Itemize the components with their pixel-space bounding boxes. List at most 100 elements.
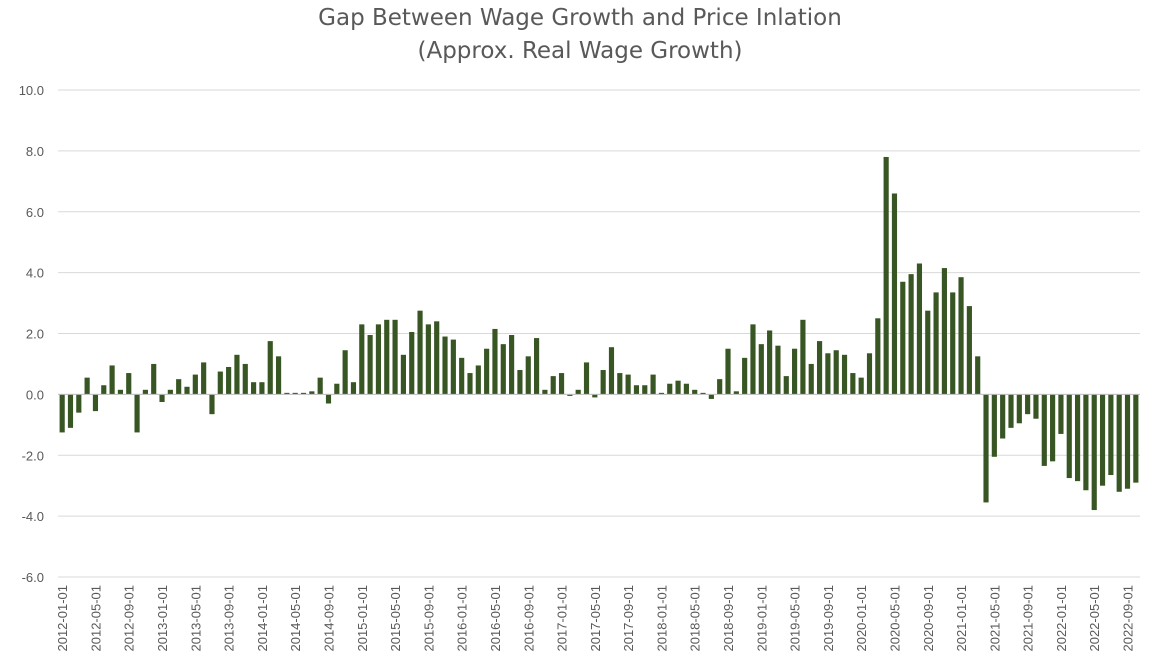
bar: [958, 277, 964, 395]
bar: [658, 392, 665, 395]
bar: [642, 385, 648, 395]
y-tick-label: 10.0: [19, 83, 44, 98]
bar: [251, 382, 257, 395]
x-tick-label: 2020-09-01: [921, 585, 936, 652]
bar: [991, 394, 997, 457]
bar: [492, 328, 498, 395]
bar: [67, 394, 74, 428]
x-tick-label: 2014-05-01: [288, 585, 303, 652]
bar: [334, 383, 340, 395]
bar: [484, 348, 490, 395]
bar: [151, 363, 157, 395]
chart-subtitle: (Approx. Real Wage Growth): [417, 38, 743, 64]
bar: [950, 292, 956, 395]
bar: [217, 371, 223, 395]
bar: [167, 389, 173, 395]
bar: [1116, 394, 1122, 492]
bar: [767, 330, 773, 395]
x-tick-label: 2016-01-01: [455, 585, 470, 652]
bar: [284, 392, 290, 395]
bar: [583, 362, 590, 395]
chart-title: Gap Between Wage Growth and Price Inlati…: [318, 5, 842, 31]
bar: [117, 389, 124, 395]
y-tick-label: 6.0: [26, 205, 44, 220]
bar: [367, 335, 373, 395]
bar: [292, 392, 298, 395]
bar: [392, 319, 398, 395]
bar: [792, 348, 798, 395]
y-tick-label: 2.0: [26, 327, 44, 342]
bar: [417, 310, 423, 395]
bar: [625, 374, 631, 395]
bar: [209, 394, 215, 415]
bar: [1074, 394, 1081, 482]
bar: [176, 379, 182, 395]
x-tick-label: 2016-05-01: [488, 585, 503, 652]
bar: [1124, 394, 1131, 489]
y-tick-label: 0.0: [26, 387, 44, 402]
bar: [500, 344, 506, 395]
bar: [517, 370, 523, 395]
bar: [683, 383, 689, 395]
bar: [983, 394, 989, 503]
bar: [750, 324, 756, 395]
bar: [966, 306, 972, 395]
bar: [975, 356, 981, 395]
bar: [808, 363, 814, 395]
y-tick-label: 8.0: [26, 144, 44, 159]
bar: [825, 353, 831, 395]
bar: [575, 389, 581, 395]
bar: [875, 318, 881, 395]
bar: [126, 373, 132, 395]
y-tick-label: 4.0: [26, 266, 44, 281]
bar: [1108, 394, 1114, 476]
bar: [1000, 394, 1006, 439]
bar: [350, 382, 357, 395]
bar: [400, 354, 406, 395]
bar: [226, 366, 232, 395]
bar: [608, 347, 615, 395]
bar: [184, 386, 190, 395]
bar: [475, 365, 481, 395]
bar: [425, 324, 431, 395]
bar: [434, 321, 440, 395]
bar: [1050, 394, 1056, 462]
bar: [267, 341, 273, 395]
bar: [633, 385, 640, 395]
x-tick-label: 2015-09-01: [421, 585, 436, 652]
x-tick-label: 2020-01-01: [854, 585, 869, 652]
x-tick-label: 2012-09-01: [122, 585, 137, 652]
bar: [317, 377, 323, 395]
x-tick-label: 2017-01-01: [555, 585, 570, 652]
bar: [925, 310, 931, 395]
x-tick-label: 2013-09-01: [222, 585, 237, 652]
bar: [550, 376, 556, 395]
bar: [201, 362, 207, 395]
x-tick-label: 2015-05-01: [388, 585, 403, 652]
bar: [1016, 394, 1022, 424]
x-tick-label: 2019-01-01: [754, 585, 769, 652]
bar: [1033, 394, 1039, 419]
bar: [92, 394, 99, 412]
bar: [941, 268, 947, 395]
bar: [76, 394, 82, 413]
bar: [1091, 394, 1097, 511]
x-tick-label: 2021-01-01: [954, 585, 969, 652]
bar: [816, 341, 823, 395]
bar: [900, 281, 906, 395]
bar: [883, 156, 889, 395]
bar: [259, 382, 265, 395]
bar: [775, 345, 781, 395]
x-tick-label: 2015-01-01: [355, 585, 370, 652]
bar: [384, 319, 390, 395]
bar: [800, 319, 806, 395]
bar: [109, 365, 115, 395]
bar: [1041, 394, 1047, 466]
bar: [1133, 394, 1139, 483]
bar: [300, 392, 307, 395]
x-tick-label: 2022-01-01: [1054, 585, 1069, 652]
bar: [1066, 394, 1072, 479]
bar: [409, 331, 415, 395]
x-tick-label: 2014-09-01: [322, 585, 337, 652]
